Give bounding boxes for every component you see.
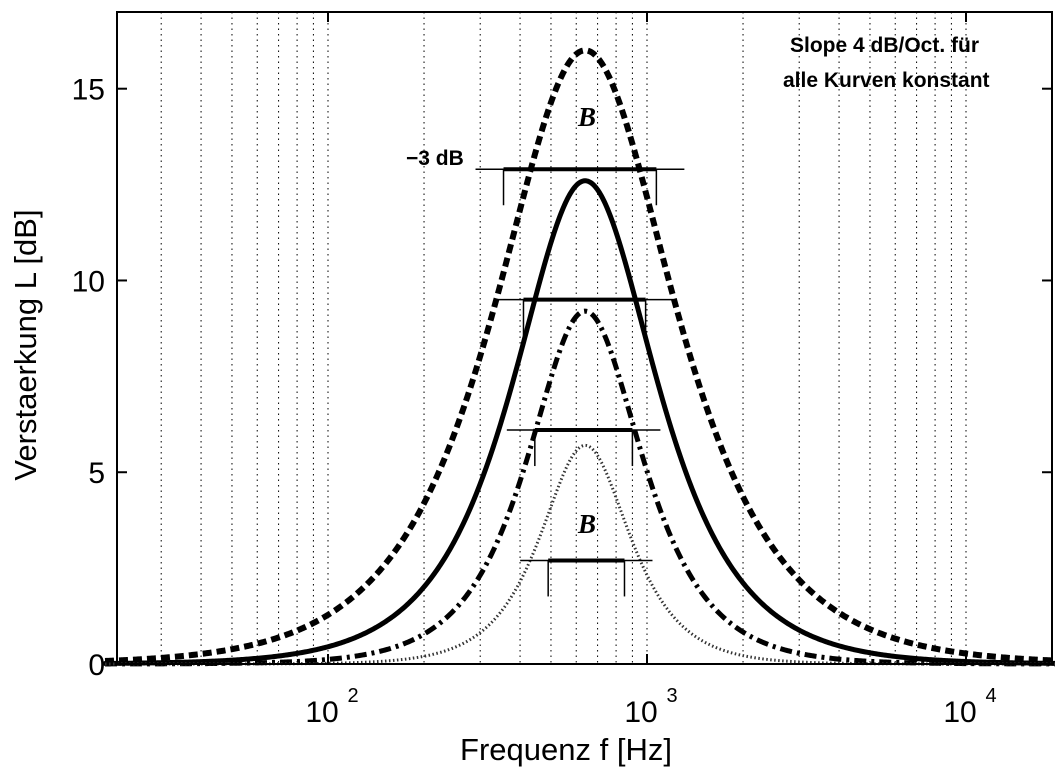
- bandwidth-label-bottom: B: [577, 509, 596, 539]
- annotation-line-1: Slope 4 dB/Oct. für: [790, 34, 979, 57]
- x-tick-label: 10: [624, 696, 657, 729]
- y-axis-title: Verstaerkung L [dB]: [8, 209, 43, 480]
- x-tick-exponent: 3: [666, 685, 677, 707]
- x-axis-title: Frequenz f [Hz]: [460, 732, 672, 767]
- minus-3db-label: −3 dB: [406, 147, 464, 170]
- x-tick-label: 10: [305, 696, 338, 729]
- axis-ticks: 0 5 10 15 10 2 10 3 10 4: [72, 12, 1052, 729]
- annotation-line-2: alle Kurven konstant: [783, 69, 990, 92]
- y-tick-label: 15: [72, 74, 105, 107]
- plot-background: [117, 12, 1052, 664]
- x-tick-label: 10: [943, 696, 976, 729]
- y-tick-label: 0: [88, 649, 105, 682]
- bandwidth-label-top: B: [577, 102, 596, 132]
- series-dashed-curve: [103, 47, 1055, 664]
- y-tick-label: 10: [72, 265, 105, 298]
- series-solid-curve: [102, 178, 1055, 666]
- bandwidth-markers: [475, 167, 685, 597]
- plot-frame: [116, 11, 1053, 665]
- x-tick-exponent: 4: [985, 685, 996, 707]
- y-tick-label: 5: [88, 457, 105, 490]
- x-tick-exponent: 2: [347, 685, 358, 707]
- series-dash-dot-curve: [103, 308, 1055, 667]
